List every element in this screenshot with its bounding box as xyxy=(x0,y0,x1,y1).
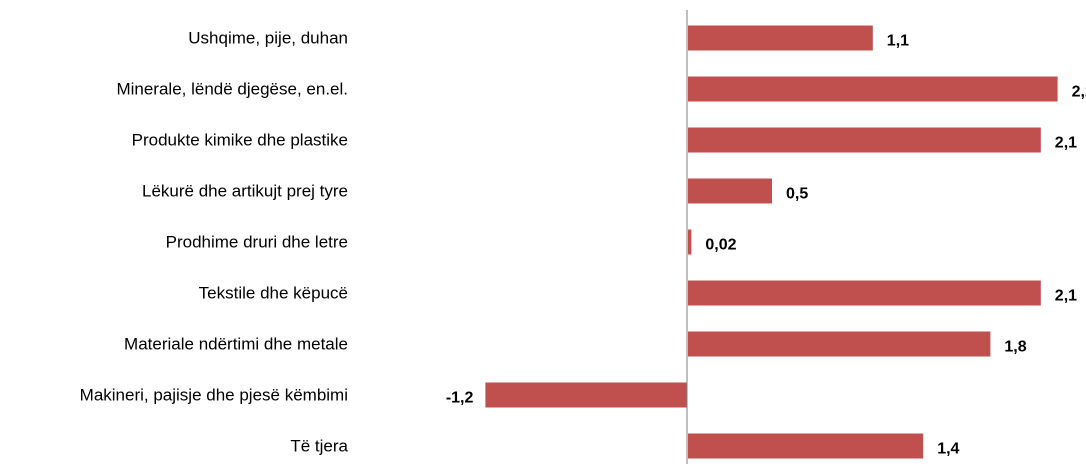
category-label: Produkte kimike dhe plastike xyxy=(132,131,348,150)
data-label: 1,4 xyxy=(937,441,959,458)
data-label: 2,2 xyxy=(1072,84,1086,101)
category-label: Makineri, pajisje dhe pjesë këmbimi xyxy=(80,386,348,405)
data-label: 0,02 xyxy=(705,237,736,254)
bar xyxy=(688,25,873,51)
bar xyxy=(688,229,692,255)
data-label: 1,8 xyxy=(1004,339,1026,356)
data-label: 1,1 xyxy=(887,33,909,50)
category-label: Të tjera xyxy=(290,437,348,456)
category-label: Lëkurë dhe artikujt prej tyre xyxy=(142,182,348,201)
bar xyxy=(485,382,687,408)
data-label: 2,1 xyxy=(1055,135,1077,152)
labels-layer: Ushqime, pije, duhan 1,1 Minerale, lëndë d… xyxy=(80,29,1086,458)
bar xyxy=(688,127,1041,153)
data-label: -1,2 xyxy=(446,390,474,407)
data-label: 2,1 xyxy=(1055,288,1077,305)
data-label: 0,5 xyxy=(786,186,808,203)
bars-layer xyxy=(485,25,1058,459)
bar xyxy=(688,76,1058,102)
category-label: Ushqime, pije, duhan xyxy=(188,29,348,48)
category-label: Materiale ndërtimi dhe metale xyxy=(124,335,348,354)
bar xyxy=(688,433,924,459)
bar xyxy=(688,280,1041,306)
category-label: Prodhime druri dhe letre xyxy=(166,233,348,252)
bar xyxy=(688,331,991,357)
category-label: Minerale, lëndë djegëse, en.el. xyxy=(116,80,348,99)
category-label: Tekstile dhe këpucë xyxy=(199,284,348,303)
bar xyxy=(688,178,772,204)
